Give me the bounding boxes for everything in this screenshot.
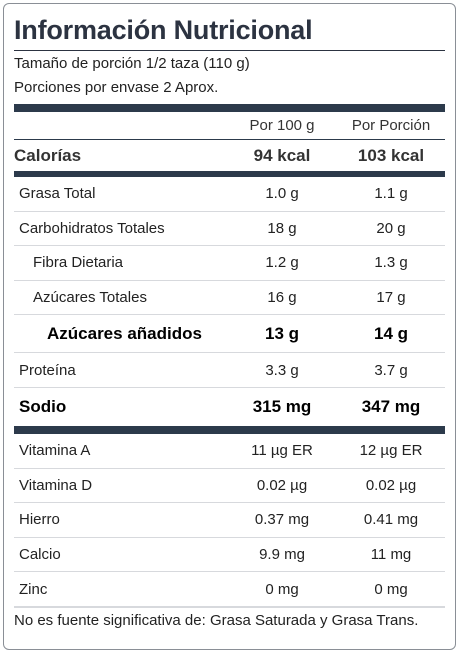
- thick-divider-vitamins: [14, 425, 445, 434]
- servings-per-container: Porciones por envase 2 Aprox.: [14, 79, 219, 96]
- nutrient-label: Azúcares Totales: [33, 289, 147, 307]
- nutrient-row-fibra: Fibra Dietaria 1.2 g 1.3 g: [14, 246, 445, 281]
- nutrient-per-100g: 3.3 g: [265, 361, 299, 379]
- nutrient-per-100g: 1.0 g: [265, 185, 299, 203]
- nutrient-label: Grasa Total: [19, 185, 96, 203]
- nutrition-facts-panel: Información Nutricional Tamaño de porció…: [3, 3, 456, 650]
- nutrient-label: Carbohidratos Totales: [19, 219, 165, 237]
- nutrient-row-grasa-total: Grasa Total 1.0 g 1.1 g: [14, 177, 445, 212]
- nutrient-per-portion: 1.3 g: [374, 254, 408, 272]
- serving-size: Tamaño de porción 1/2 taza (110 g): [14, 55, 250, 72]
- nutrient-per-100g: 18 g: [267, 219, 297, 237]
- nutrient-row-azucares-totales: Azúcares Totales 16 g 17 g: [14, 281, 445, 316]
- vitamin-label: Hierro: [19, 511, 60, 529]
- nutrient-per-portion: 14 g: [373, 323, 409, 343]
- calories-per-portion: 103 kcal: [357, 145, 425, 165]
- nutrient-row-proteina: Proteína 3.3 g 3.7 g: [14, 353, 445, 388]
- vitamin-label: Calcio: [19, 546, 61, 564]
- calories-per-100g: 94 kcal: [253, 145, 311, 165]
- nutrient-per-portion: 3.7 g: [374, 361, 408, 379]
- nutrient-label: Sodio: [19, 396, 67, 416]
- nutrient-per-portion: 1.1 g: [374, 185, 408, 203]
- vitamin-label: Vitamina D: [19, 476, 93, 494]
- calories-label: Calorías: [14, 145, 82, 165]
- title-divider: [14, 50, 445, 51]
- mineral-row-hierro: Hierro 0.37 mg 0.41 mg: [14, 503, 445, 538]
- column-header-per-portion: Por Porción: [351, 117, 431, 134]
- vitamin-row-d: Vitamina D 0.02 µg 0.02 µg: [14, 469, 445, 504]
- nutrient-per-100g: 315 mg: [252, 396, 312, 416]
- mineral-row-zinc: Zinc 0 mg 0 mg: [14, 572, 445, 607]
- vitamin-per-portion: 0.02 µg: [365, 476, 417, 494]
- vitamin-per-100g: 0.37 mg: [254, 511, 310, 529]
- nutrient-per-100g: 13 g: [264, 323, 300, 343]
- column-header-row: Por 100 g Por Porción: [14, 112, 445, 139]
- nutrient-label: Proteína: [19, 361, 76, 379]
- vitamin-label: Zinc: [19, 580, 48, 598]
- thick-divider: [14, 104, 445, 112]
- vitamin-per-portion: 11 mg: [370, 546, 412, 564]
- vitamin-per-100g: 9.9 mg: [259, 546, 305, 564]
- nutrient-per-portion: 347 mg: [361, 396, 421, 416]
- calories-row: Calorías 94 kcal 103 kcal: [14, 139, 445, 171]
- footnote: No es fuente significativa de: Grasa Sat…: [14, 606, 445, 633]
- nutrient-per-100g: 1.2 g: [265, 254, 299, 272]
- nutrient-per-100g: 16 g: [267, 289, 297, 307]
- nutrient-per-portion: 20 g: [376, 219, 406, 237]
- vitamin-per-100g: 0.02 µg: [256, 476, 308, 494]
- nutrient-row-carbohidratos: Carbohidratos Totales 18 g 20 g: [14, 212, 445, 247]
- vitamin-per-100g: 0 mg: [265, 580, 299, 598]
- vitamin-per-100g: 11 µg ER: [251, 442, 313, 460]
- vitamin-per-portion: 0.41 mg: [363, 511, 419, 529]
- column-header-per-100g: Por 100 g: [249, 117, 315, 134]
- nutrient-label: Fibra Dietaria: [33, 254, 124, 272]
- medium-divider: [14, 171, 445, 177]
- page-title: Información Nutricional: [14, 15, 313, 45]
- mineral-row-calcio: Calcio 9.9 mg 11 mg: [14, 538, 445, 573]
- nutrient-row-azucares-anadidos: Azúcares añadidos 13 g 14 g: [14, 315, 445, 354]
- vitamin-per-portion: 12 µg ER: [359, 442, 423, 460]
- nutrient-label: Azúcares añadidos: [47, 323, 202, 343]
- vitamin-per-portion: 0 mg: [374, 580, 408, 598]
- nutrient-per-portion: 17 g: [376, 289, 406, 307]
- vitamin-row-a: Vitamina A 11 µg ER 12 µg ER: [14, 434, 445, 469]
- vitamin-label: Vitamina A: [19, 442, 91, 460]
- nutrition-facts-content: Información Nutricional Tamaño de porció…: [14, 4, 445, 633]
- nutrient-row-sodio: Sodio 315 mg 347 mg: [14, 388, 445, 426]
